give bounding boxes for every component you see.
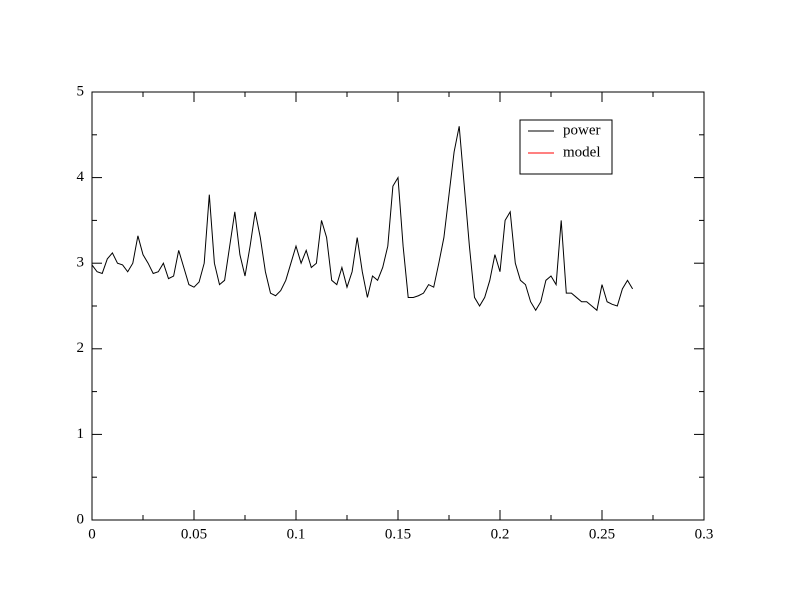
x-tick-label: 0.05	[181, 526, 207, 542]
y-tick-label: 1	[77, 426, 85, 442]
x-tick-label: 0.1	[287, 526, 306, 542]
legend-label: model	[563, 144, 601, 160]
x-tick-label: 0.2	[491, 526, 510, 542]
series-line	[91, 126, 634, 312]
x-tick-label: 0.25	[589, 526, 615, 542]
x-tick-label: 0.15	[385, 526, 411, 542]
legend-label: power	[563, 122, 601, 138]
legend-box	[519, 119, 613, 175]
y-tick-label: 5	[77, 83, 85, 99]
y-tick-label: 3	[77, 255, 85, 271]
y-tick-label: 0	[77, 511, 85, 527]
x-tick-label: 0	[88, 526, 96, 542]
y-tick-label: 4	[77, 169, 85, 185]
y-tick-label: 2	[77, 340, 85, 356]
x-tick-label: 0.3	[695, 526, 714, 542]
